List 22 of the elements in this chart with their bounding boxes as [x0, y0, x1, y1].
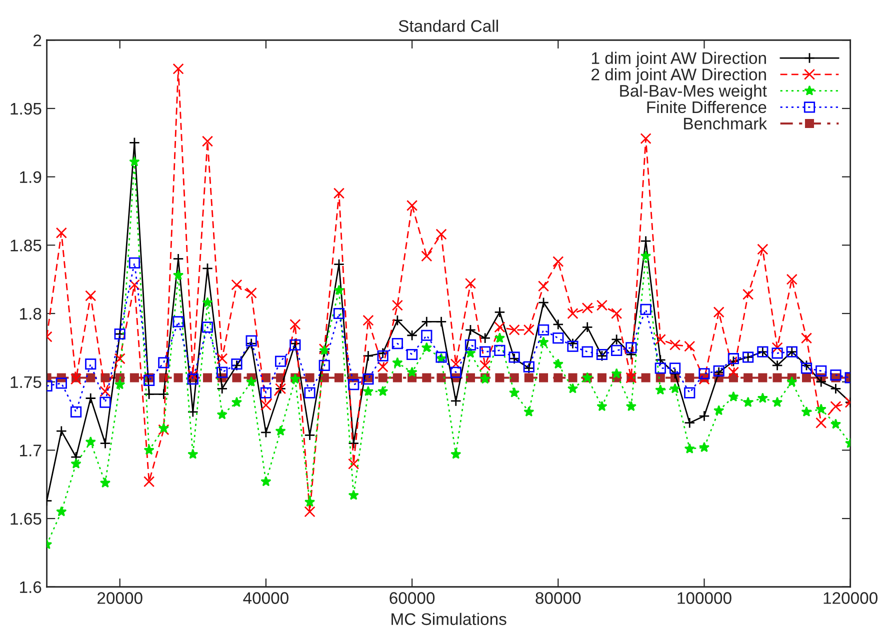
- legend-label: Bal-Bav-Mes weight: [620, 84, 767, 100]
- y-tick-label: 2: [34, 34, 42, 46]
- x-tick-label: 120000: [824, 592, 878, 604]
- x-tick-label: 20000: [98, 592, 142, 604]
- y-tick-label: 1.75: [10, 376, 42, 388]
- x-tick-label: 80000: [536, 592, 581, 604]
- x-axis-title: MC Simulations: [392, 612, 506, 626]
- legend-label: Finite Difference: [647, 100, 766, 114]
- y-tick-label: 1.9: [20, 171, 42, 184]
- y-tick-label: 1.7: [20, 444, 42, 456]
- y-tick-label: 1.95: [10, 102, 42, 115]
- x-tick-label: 100000: [678, 592, 732, 604]
- y-tick-label: 1.85: [10, 240, 42, 252]
- legend-label: 2 dim joint AW Direction: [592, 68, 766, 84]
- legend-label: Benchmark: [684, 117, 768, 130]
- chart-title: Standard Call: [398, 20, 498, 32]
- y-tick-label: 1.65: [10, 512, 42, 525]
- x-tick-label: 60000: [390, 592, 435, 604]
- x-tick-label: 40000: [243, 592, 288, 604]
- legend-label: 1 dim joint AW Direction: [592, 52, 766, 68]
- y-tick-label: 1.6: [20, 581, 42, 594]
- y-tick-label: 1.8: [20, 308, 42, 320]
